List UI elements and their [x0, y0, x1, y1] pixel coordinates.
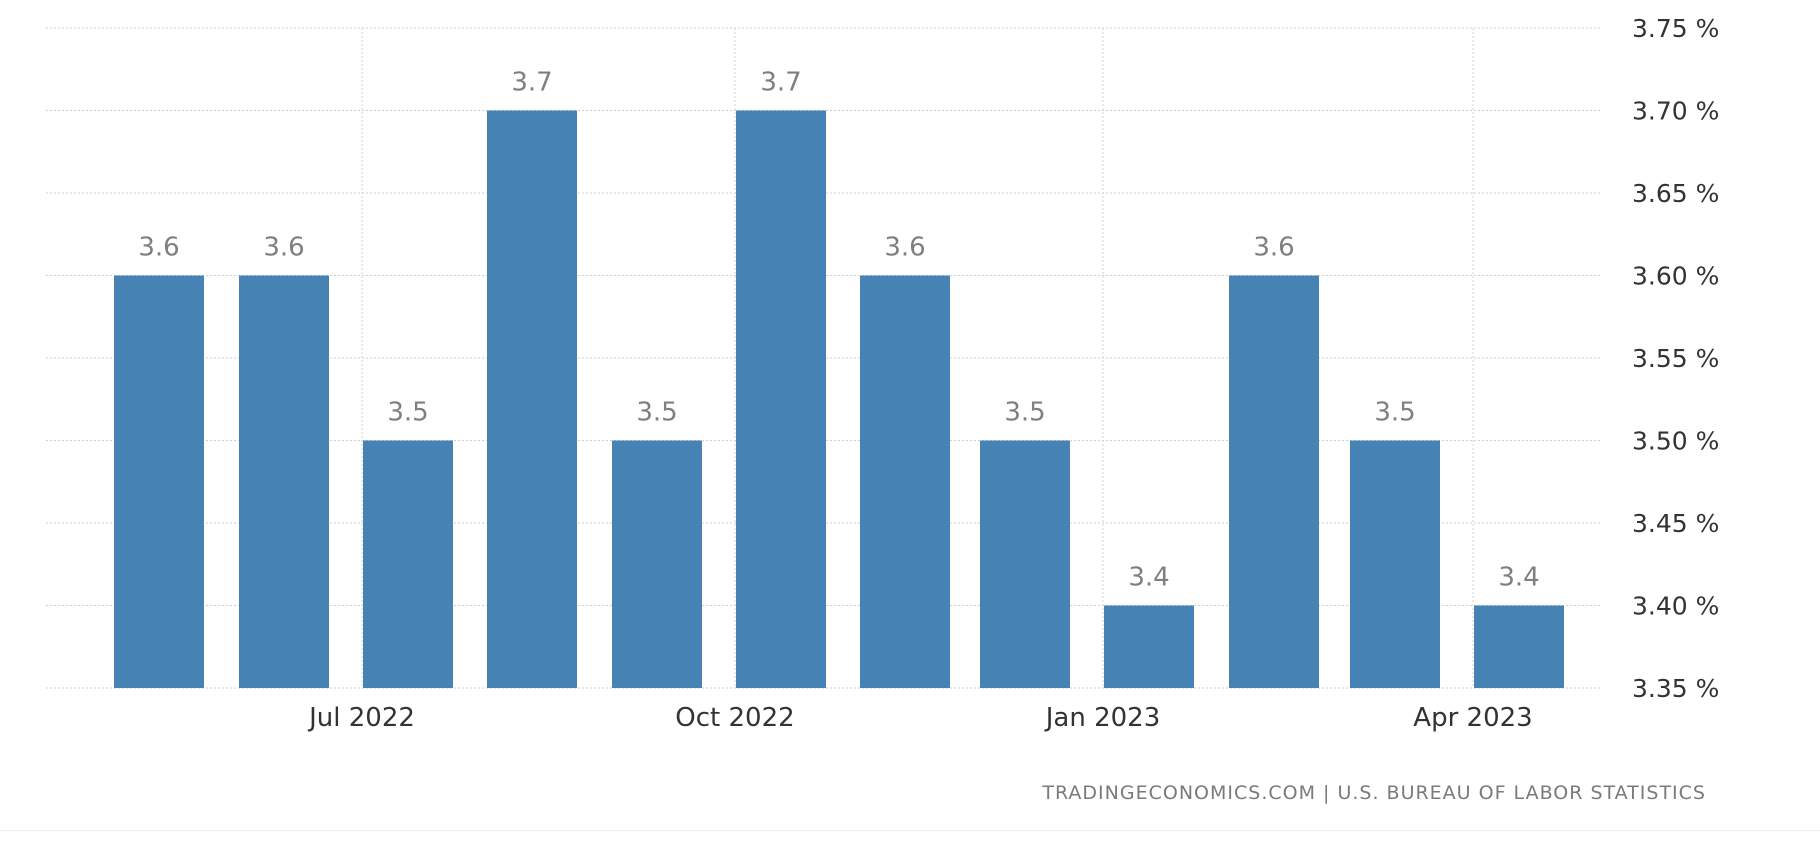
- source-credit: TRADINGECONOMICS.COM | U.S. BUREAU OF LA…: [1042, 782, 1706, 804]
- bar: [363, 440, 453, 688]
- bar-value-label: 3.7: [760, 68, 801, 98]
- x-tick-label: Jul 2022: [307, 703, 415, 733]
- bar: [612, 440, 702, 688]
- x-tick-label: Jan 2023: [1044, 703, 1161, 733]
- bar-value-label: 3.6: [263, 233, 304, 263]
- bar: [736, 110, 826, 688]
- y-tick-label: 3.75 %: [1632, 14, 1719, 43]
- y-tick-label: 3.60 %: [1632, 262, 1719, 291]
- data-labels: 3.6 3.6 3.5 3.7 3.5 3.7 3.6 3.5 3.4 3.6 3.5 3.4: [138, 68, 1539, 593]
- x-tick-label: Oct 2022: [675, 703, 794, 733]
- bars: [114, 110, 1564, 688]
- bar: [1229, 275, 1319, 688]
- bar-value-label: 3.4: [1128, 563, 1169, 593]
- bar-value-label: 3.4: [1498, 563, 1539, 593]
- bar: [487, 110, 577, 688]
- y-tick-label: 3.45 %: [1632, 509, 1719, 538]
- vertical-gridlines: [361, 28, 1474, 688]
- y-tick-label: 3.40 %: [1632, 592, 1719, 621]
- bar-value-label: 3.5: [387, 398, 428, 428]
- bar: [1474, 605, 1564, 688]
- y-tick-label: 3.65 %: [1632, 179, 1719, 208]
- bar-value-label: 3.6: [884, 233, 925, 263]
- bar: [239, 275, 329, 688]
- bar-value-label: 3.7: [511, 68, 552, 98]
- x-tick-label: Apr 2023: [1413, 703, 1532, 733]
- y-tick-label: 3.70 %: [1632, 97, 1719, 126]
- bar: [1104, 605, 1194, 688]
- bar-value-label: 3.5: [1004, 398, 1045, 428]
- y-tick-label: 3.55 %: [1632, 344, 1719, 373]
- bar-value-label: 3.6: [1253, 233, 1294, 263]
- y-tick-label: 3.35 %: [1632, 674, 1719, 703]
- y-tick-label: 3.50 %: [1632, 427, 1719, 456]
- bar-value-label: 3.6: [138, 233, 179, 263]
- bar-value-label: 3.5: [1374, 398, 1415, 428]
- bar: [114, 275, 204, 688]
- divider: [0, 830, 1820, 831]
- y-axis-ticks: 3.35 % 3.40 % 3.45 % 3.50 % 3.55 % 3.60 % 3.65…: [1632, 14, 1719, 703]
- bar: [1350, 440, 1440, 688]
- bar: [860, 275, 950, 688]
- x-axis-ticks: Jul 2022 Oct 2022 Jan 2023 Apr 2023: [307, 703, 1533, 733]
- bar: [980, 440, 1070, 688]
- bar-value-label: 3.5: [636, 398, 677, 428]
